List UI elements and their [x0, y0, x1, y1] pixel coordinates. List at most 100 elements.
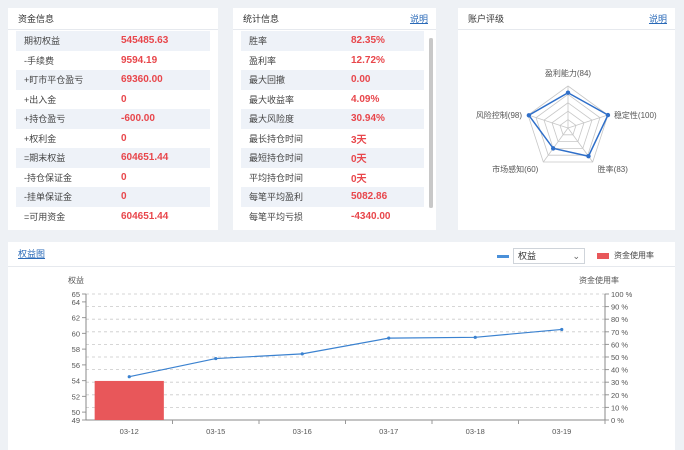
capital-row: +盯市平仓盈亏 69360.00: [16, 70, 210, 90]
stats-list: 胜率 82.35% 盈利率 12.72% 最大回撤 0.00 最大收益率 4.09% 最大风险度…: [241, 31, 424, 226]
y-tick-label-right: 100 %: [611, 290, 633, 299]
stats-row: 最大风险度 30.94%: [241, 109, 424, 129]
stats-row: 每笔平均盈利 5082.86: [241, 187, 424, 207]
equity-point[interactable]: [127, 375, 131, 379]
capital-label: +盯市平仓盈亏: [24, 75, 84, 86]
stats-value: 82.35%: [351, 35, 385, 47]
y-tick-label-left: 64: [72, 298, 80, 307]
y-axis-title-left: 权益: [68, 275, 84, 285]
equity-point[interactable]: [387, 336, 391, 340]
radar-axis-label: 市场感知(60): [492, 164, 539, 174]
equity-chart: 权益 资金使用率 0 % 10 % 20 % 30 % 40 % 50 % 60 % 70 % 80…: [68, 275, 633, 436]
y-tick-label-right: 10 %: [611, 403, 628, 412]
equity-title-link[interactable]: 权益图: [18, 249, 46, 259]
capital-value: 604651.44: [121, 210, 169, 222]
capital-value: 0: [121, 171, 127, 183]
stats-label: 每笔平均盈利: [249, 192, 304, 203]
radar-axis-line: [567, 114, 609, 129]
chevron-down-icon: ⌄: [572, 251, 580, 261]
stats-row: 最大回撤 0.00: [241, 70, 424, 90]
capital-row: -持仓保证金 0: [16, 168, 210, 188]
stats-label: 最大风险度: [249, 114, 295, 125]
y-tick-label-left: 65: [72, 290, 80, 299]
capital-label: +权利金: [24, 133, 57, 144]
margin-bar[interactable]: [94, 380, 164, 420]
rating-title: 账户评级: [468, 14, 505, 24]
stats-row: 每笔平均亏损 -4340.00: [241, 207, 424, 227]
y-tick-label-left: 49: [72, 416, 80, 425]
equity-point[interactable]: [300, 352, 304, 356]
capital-label: +持仓盈亏: [24, 114, 66, 125]
radar-value-polygon: [527, 91, 609, 158]
capital-value: 69360.00: [121, 74, 163, 86]
stats-value: 0天: [351, 154, 367, 166]
stats-label: 最短持仓时间: [249, 153, 304, 164]
y-tick-label-left: 54: [72, 377, 80, 386]
x-tick-label: 03-17: [379, 427, 398, 436]
radar-axis-label: 风险控制(98): [476, 110, 523, 120]
stats-panel: 统计信息 说明 胜率 82.35% 盈利率 12.72% 最大回撤 0.00 最大收益率 4.…: [233, 8, 436, 230]
stats-label: 每笔平均亏损: [249, 211, 304, 222]
y-tick-label-right: 30 %: [611, 378, 628, 387]
stats-value: 5082.86: [351, 191, 388, 203]
capital-row: -挂单保证金 0: [16, 187, 210, 207]
capital-value: 9594.19: [121, 54, 158, 66]
stats-label: 最长持仓时间: [249, 133, 304, 144]
y-tick-label-left: 60: [72, 329, 80, 338]
x-tick-label: 03-16: [293, 427, 312, 436]
capital-value: 545485.63: [121, 35, 169, 47]
capital-label: -持仓保证金: [24, 172, 72, 183]
capital-row: +权利金 0: [16, 129, 210, 149]
equity-select-value: 权益: [518, 251, 537, 261]
y-tick-label-left: 58: [72, 345, 80, 354]
rating-help-link[interactable]: 说明: [648, 14, 667, 24]
equity-point[interactable]: [560, 327, 564, 332]
stats-row: 盈利率 12.72%: [241, 51, 424, 71]
radar-axis-line: [527, 114, 569, 129]
capital-row: +出入金 0: [16, 90, 210, 110]
capital-title: 资金信息: [18, 14, 55, 24]
x-tick-label: 03-15: [206, 427, 225, 436]
capital-header: 资金信息: [8, 8, 218, 30]
radar-grid-ring: [543, 102, 593, 149]
stats-value: 4.09%: [351, 93, 380, 105]
stats-title: 统计信息: [243, 14, 280, 24]
y-tick-label-left: 52: [72, 392, 80, 401]
radar-point: [605, 112, 611, 118]
radar-point: [565, 90, 571, 95]
stats-row: 最短持仓时间 0天: [241, 148, 424, 168]
stats-row: 最大收益率 4.09%: [241, 90, 424, 110]
stats-label: 平均持仓时间: [249, 172, 304, 183]
capital-value: -600.00: [121, 113, 155, 125]
stats-value: -4340.00: [351, 210, 391, 222]
y-tick-label-left: 56: [72, 361, 80, 370]
radar-axis-label: 胜率(83): [598, 164, 629, 174]
capital-label: 期初权益: [24, 36, 61, 47]
capital-row: -手续费 9594.19: [16, 51, 210, 71]
capital-value: 0: [121, 191, 127, 203]
y-tick-label-right: 90 %: [611, 303, 628, 312]
stats-header: 统计信息 说明: [233, 8, 436, 30]
equity-point[interactable]: [473, 335, 477, 339]
y-tick-label-right: 20 %: [611, 391, 628, 400]
rating-panel: 账户评级 说明 盈利能力(84) 稳定性(100) 胜率(83) 市场感知(60) 风险…: [458, 8, 675, 230]
capital-label: =可用资金: [24, 211, 66, 222]
stats-row: 平均持仓时间 0天: [241, 168, 424, 188]
y-axis-title-right: 资金使用率: [579, 275, 619, 285]
equity-select[interactable]: 权益 ⌄: [513, 248, 585, 264]
capital-label: =期末权益: [24, 153, 66, 164]
equity-point[interactable]: [214, 356, 218, 361]
y-tick-label-left: 62: [72, 314, 80, 323]
stats-scrollbar-thumb[interactable]: [429, 38, 433, 208]
radar-grid-ring: [535, 93, 601, 156]
radar-grid-ring: [551, 110, 585, 142]
radar-axis-label: 稳定性(100): [614, 110, 657, 120]
radar-point: [550, 146, 556, 151]
stats-value: 3天: [351, 134, 367, 146]
radar-axis-line: [542, 127, 569, 163]
stats-help-link[interactable]: 说明: [409, 14, 428, 24]
stats-label: 最大回撤: [249, 75, 286, 86]
capital-list: 期初权益 545485.63 -手续费 9594.19 +盯市平仓盈亏 69360.00 +…: [16, 31, 210, 226]
radar-point: [586, 154, 591, 159]
x-tick-label: 03-19: [552, 427, 571, 436]
